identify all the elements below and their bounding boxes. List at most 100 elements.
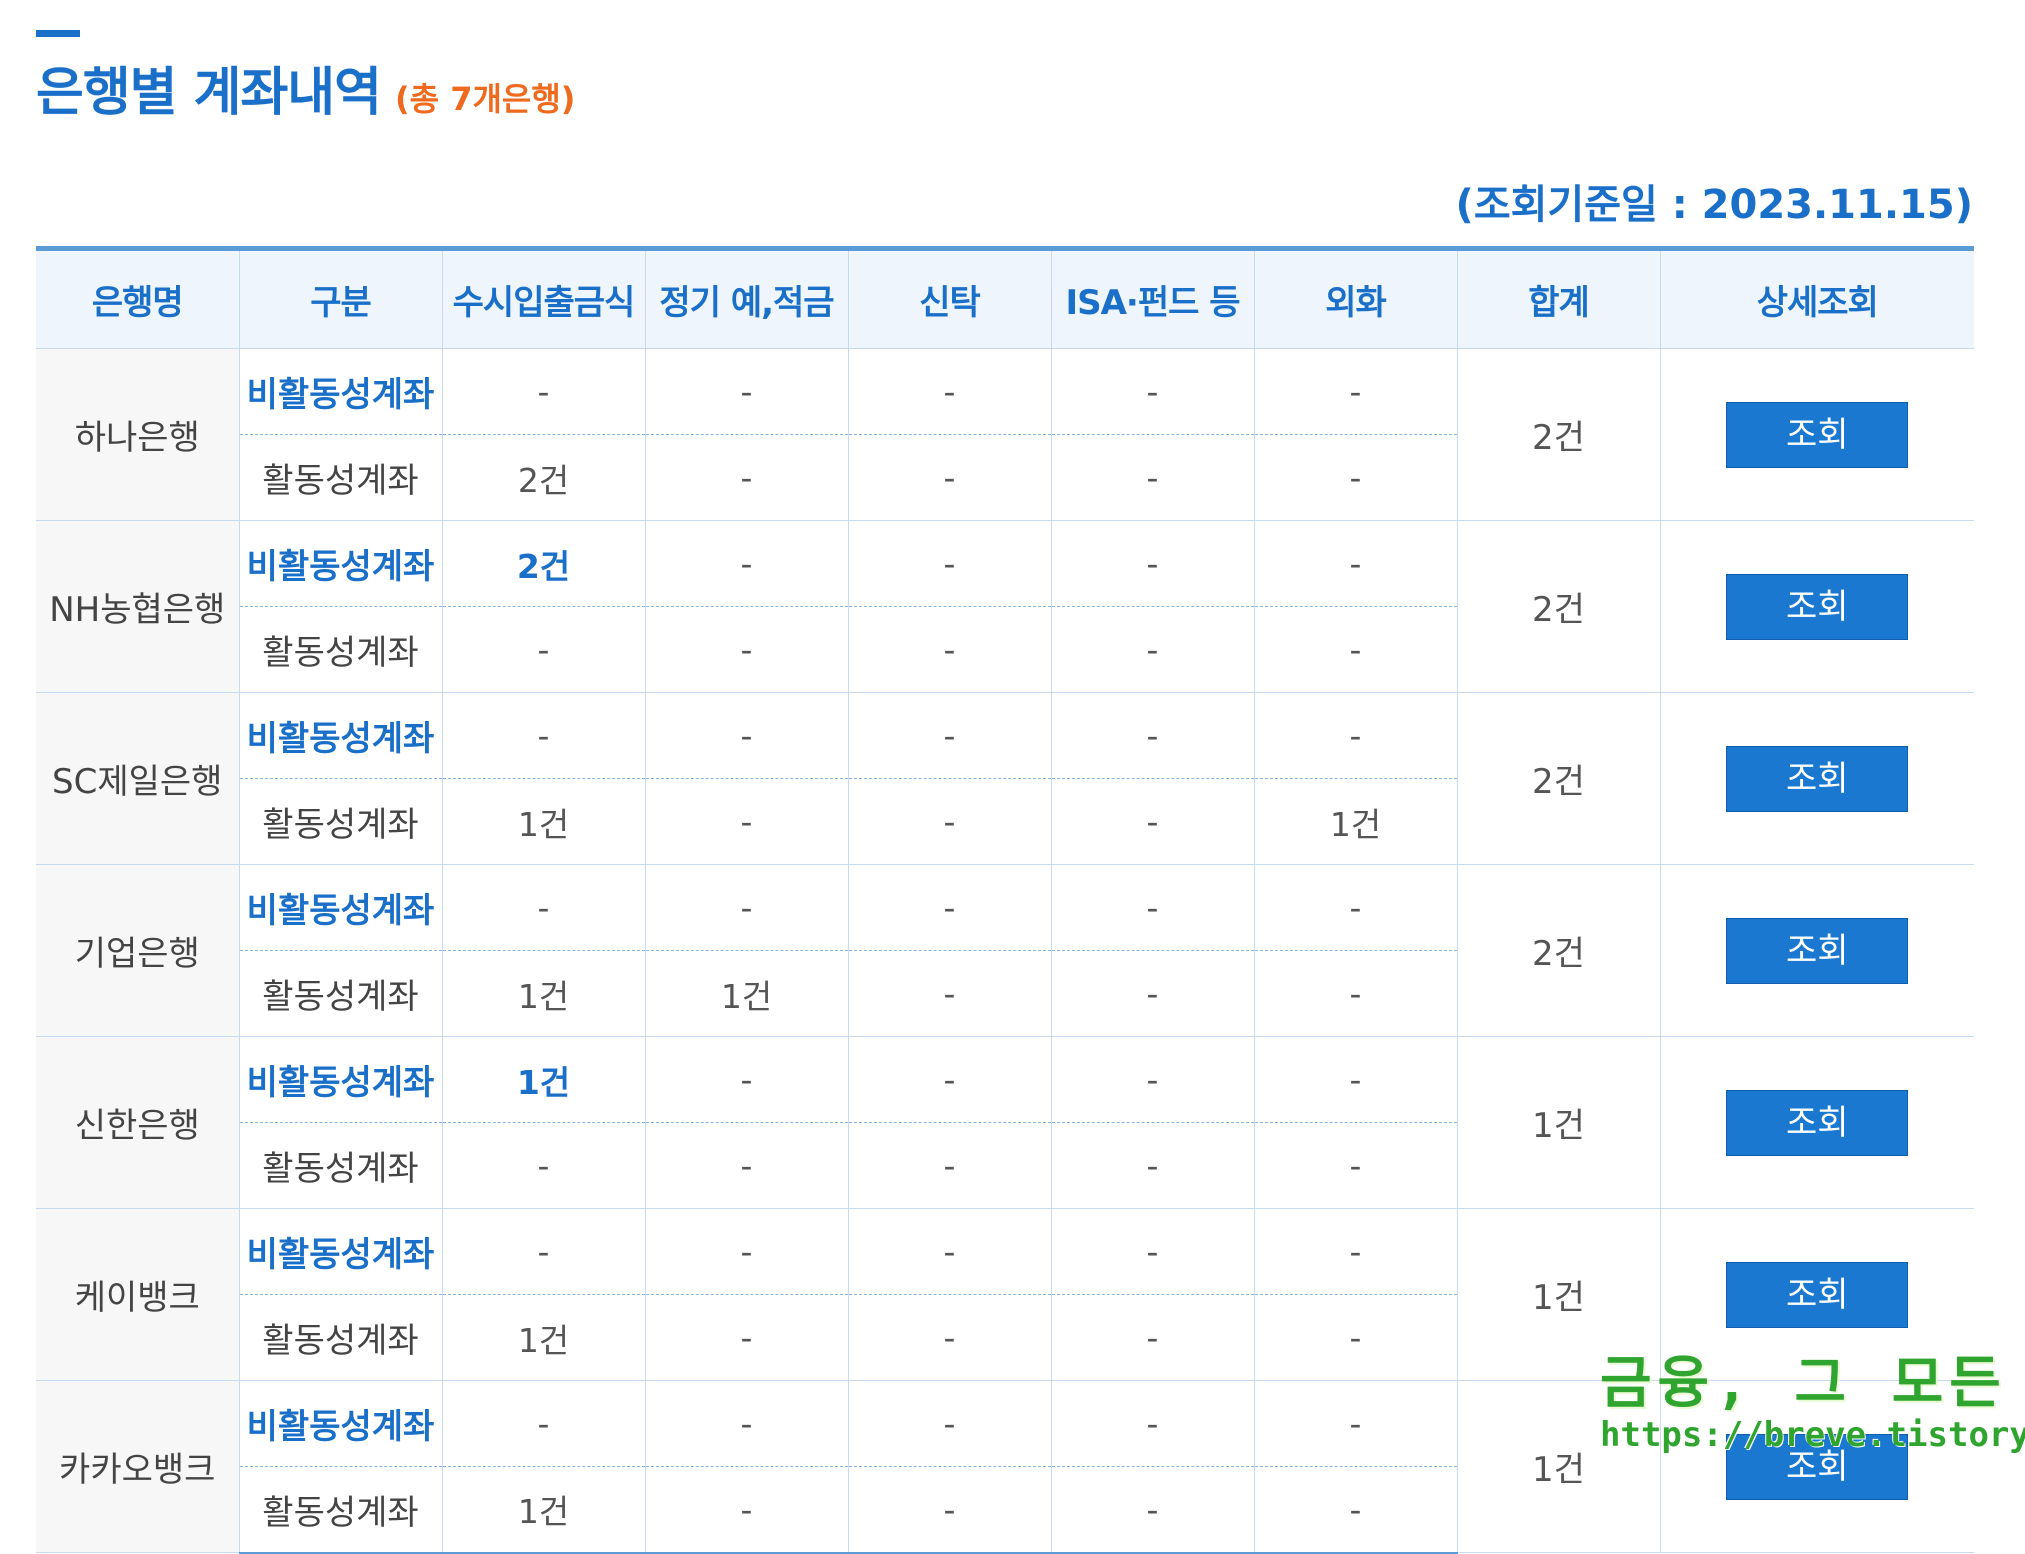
table-cell: - (644, 1294, 848, 1381)
table-cell: 1건 (441, 778, 645, 865)
table-cell: - (1050, 606, 1254, 693)
table-cell: - (1050, 520, 1254, 607)
table-row: 기업은행 비활동성계좌 - - - - -2건 조회 (36, 864, 1974, 1037)
table-row: 활동성계좌 2건 - - - - (36, 434, 1974, 521)
table-cell: - (847, 434, 1051, 521)
inactive-account-label: 비활동성계좌 (238, 692, 442, 779)
table-row: 케이뱅크 비활동성계좌 - - - - -1건 조회 (36, 1208, 1974, 1381)
detail-cell: 조회 (1659, 864, 1974, 1037)
table-cell: - (847, 692, 1051, 779)
table-cell: - (847, 520, 1051, 607)
inactive-account-label: 비활동성계좌 (238, 1208, 442, 1295)
table-row: 신한은행 비활동성계좌 1건 - - - -1건 조회 (36, 1036, 1974, 1209)
table-cell: - (441, 348, 645, 435)
table-cell: 1건 (441, 950, 645, 1037)
view-detail-button[interactable]: 조회 (1726, 1089, 1909, 1156)
table-cell: - (1253, 1380, 1457, 1467)
column-header: 합계 (1456, 246, 1660, 349)
active-account-label: 활동성계좌 (238, 778, 442, 865)
detail-cell: 조회 (1659, 348, 1974, 521)
table-cell: - (441, 1122, 645, 1209)
total-cell: 2건 (1456, 864, 1660, 1037)
column-header: 정기 예,적금 (644, 246, 848, 349)
table-cell: - (644, 692, 848, 779)
table-cell: - (847, 864, 1051, 951)
view-detail-button[interactable]: 조회 (1726, 917, 1909, 984)
table-cell: - (1050, 1466, 1254, 1554)
total-cell: 1건 (1456, 1208, 1660, 1381)
table-cell: - (644, 434, 848, 521)
table-cell: - (1050, 348, 1254, 435)
detail-cell: 조회 (1659, 1380, 1974, 1553)
table-row: 활동성계좌 1건 1건 - - - (36, 950, 1974, 1037)
view-detail-button[interactable]: 조회 (1726, 1261, 1909, 1328)
view-detail-button[interactable]: 조회 (1726, 745, 1909, 812)
account-table: 은행명 구분 수시입출금식 정기 예,적금 신탁 ISA·펀드 등 외화 합계 상세조회 하나은… (36, 246, 1974, 1554)
table-cell: - (644, 1122, 848, 1209)
table-body: 하나은행 비활동성계좌 - - - - -2건 조회 활동성계좌 2건 - - - - NH농협은행 비활동성… (36, 348, 1974, 1554)
inactive-account-label: 비활동성계좌 (238, 1380, 442, 1467)
total-cell: 2건 (1456, 692, 1660, 865)
table-cell: - (1050, 778, 1254, 865)
table-cell: - (1253, 1466, 1457, 1554)
total-cell: 2건 (1456, 348, 1660, 521)
table-row: NH농협은행 비활동성계좌 2건 - - - -2건 조회 (36, 520, 1974, 693)
table-cell: 1건 (441, 1466, 645, 1554)
inactive-account-label: 비활동성계좌 (238, 520, 442, 607)
view-detail-button[interactable]: 조회 (1726, 401, 1909, 468)
page-title-text: 은행별 계좌내역 (36, 63, 382, 123)
bank-name: 기업은행 (36, 864, 239, 1037)
table-cell: - (1253, 348, 1457, 435)
table-cell: - (441, 692, 645, 779)
table-cell: - (847, 950, 1051, 1037)
table-cell: - (1253, 1208, 1457, 1295)
table-cell: - (847, 606, 1051, 693)
table-cell: - (1253, 1122, 1457, 1209)
table-cell: - (644, 1380, 848, 1467)
table-cell: - (1253, 1036, 1457, 1123)
active-account-label: 활동성계좌 (238, 606, 442, 693)
table-cell: - (1050, 1380, 1254, 1467)
table-cell: - (1253, 950, 1457, 1037)
bank-name: 하나은행 (36, 348, 239, 521)
inactive-account-label: 비활동성계좌 (238, 348, 442, 435)
table-cell: - (644, 1466, 848, 1554)
bank-count-text: (총 7개은행) (394, 80, 576, 118)
table-row: 활동성계좌 - - - - - (36, 1122, 1974, 1209)
column-header: 구분 (238, 246, 442, 349)
table-cell: - (644, 778, 848, 865)
bank-name: NH농협은행 (36, 520, 239, 693)
table-cell: - (1050, 434, 1254, 521)
table-cell: - (441, 1208, 645, 1295)
table-cell: - (1050, 1036, 1254, 1123)
view-detail-button[interactable]: 조회 (1726, 1433, 1909, 1500)
table-cell: - (644, 606, 848, 693)
table-cell: - (847, 1036, 1051, 1123)
watermark-url: https://breve.tistory.com (1600, 1415, 2025, 1455)
table-cell: - (644, 1208, 848, 1295)
column-header: 은행명 (36, 246, 239, 349)
table-cell: - (1253, 520, 1457, 607)
table-cell: - (847, 1208, 1051, 1295)
table-cell: - (1050, 1122, 1254, 1209)
inactive-account-label: 비활동성계좌 (238, 864, 442, 951)
table-cell: - (847, 348, 1051, 435)
active-account-label: 활동성계좌 (238, 1294, 442, 1381)
bank-name: SC제일은행 (36, 692, 239, 865)
inactive-account-label: 비활동성계좌 (238, 1036, 442, 1123)
total-cell: 1건 (1456, 1380, 1660, 1553)
table-cell: - (441, 864, 645, 951)
watermark: 금융, 그 모든 것 https://breve.tistory.com (1600, 1338, 2025, 1455)
table-cell: - (644, 1036, 848, 1123)
active-account-label: 활동성계좌 (238, 950, 442, 1037)
detail-cell: 조회 (1659, 1036, 1974, 1209)
table-cell: - (1253, 692, 1457, 779)
table-cell: - (1050, 1294, 1254, 1381)
table-cell: 2건 (441, 520, 645, 607)
active-account-label: 활동성계좌 (238, 1122, 442, 1209)
title-accent-bar (36, 30, 80, 37)
bank-name: 카카오뱅크 (36, 1380, 239, 1553)
table-row: SC제일은행 비활동성계좌 - - - - -2건 조회 (36, 692, 1974, 865)
view-detail-button[interactable]: 조회 (1726, 573, 1909, 640)
bank-name: 신한은행 (36, 1036, 239, 1209)
